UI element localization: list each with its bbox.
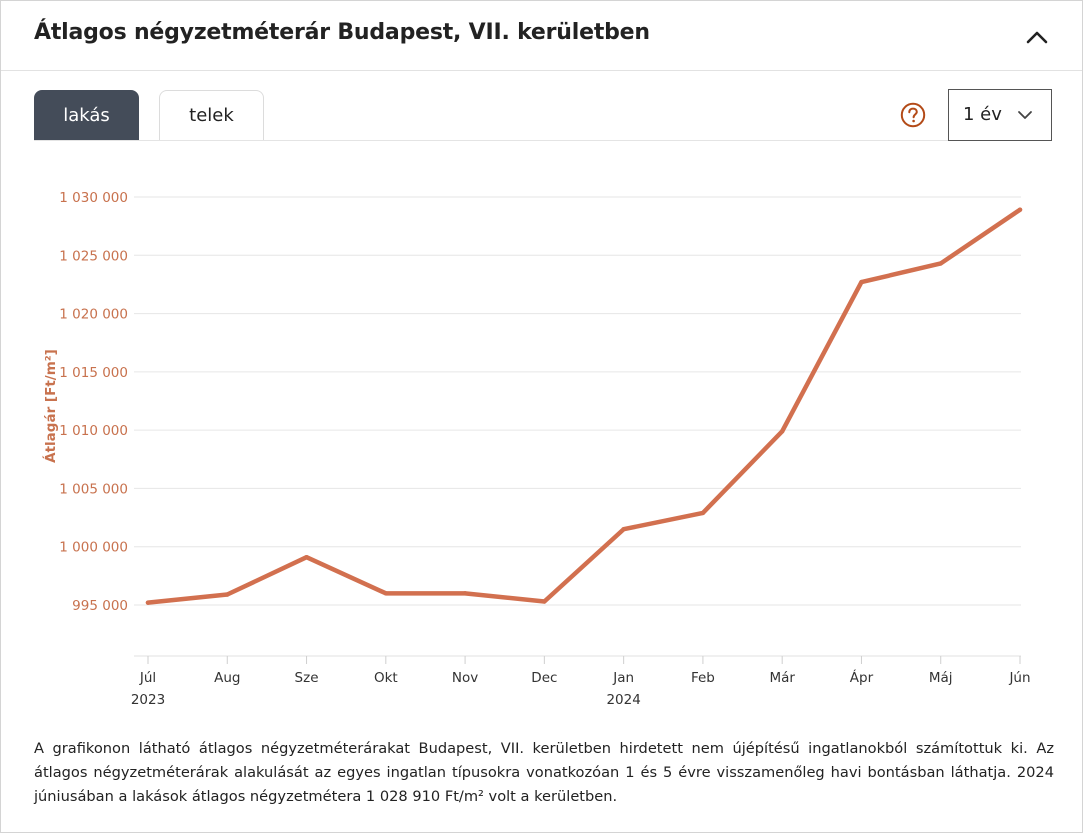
card-title: Átlagos négyzetméterár Budapest, VII. ke… <box>34 20 650 45</box>
y-tick-label: 1 025 000 <box>59 248 128 264</box>
x-tick-label: Jan <box>612 670 634 686</box>
y-tick-label: 1 015 000 <box>59 365 128 381</box>
chevron-down-icon <box>1018 111 1032 119</box>
x-tick-label: Júl <box>139 670 156 686</box>
data-point <box>462 591 468 596</box>
y-tick-label: 1 030 000 <box>59 190 128 206</box>
header-divider <box>1 70 1082 71</box>
y-axis-title: Átlagár [Ft/m²] <box>42 349 59 463</box>
y-tick-label: 1 020 000 <box>59 307 128 323</box>
data-point <box>304 555 309 560</box>
data-point <box>621 527 626 532</box>
x-year-label: 2024 <box>606 692 640 708</box>
chart-description: A grafikonon látható átlagos négyzetméte… <box>34 740 1054 805</box>
period-select[interactable]: 1 év <box>948 89 1052 141</box>
x-year-label: 2023 <box>131 692 165 708</box>
tab-lakas[interactable]: lakás <box>34 90 139 140</box>
data-point <box>779 429 785 434</box>
x-tick-label: Máj <box>929 670 953 686</box>
period-select-value: 1 év <box>963 104 1002 125</box>
data-point <box>383 591 389 596</box>
tabs-divider <box>34 140 1021 141</box>
x-tick-label: Okt <box>374 670 398 686</box>
y-tick-label: 1 005 000 <box>59 481 128 497</box>
chevron-up-icon <box>1026 31 1048 44</box>
y-tick-label: 1 010 000 <box>59 423 128 439</box>
series-line <box>145 207 1023 605</box>
x-tick-label: Sze <box>295 670 319 686</box>
x-tick-label: Ápr <box>850 669 874 686</box>
tab-telek[interactable]: telek <box>159 90 264 140</box>
question-circle-icon <box>900 102 926 128</box>
x-tick-label: Nov <box>452 670 478 686</box>
data-point <box>225 592 230 597</box>
x-tick-label: Már <box>769 670 795 686</box>
collapse-button[interactable] <box>1023 23 1051 51</box>
x-tick-label: Feb <box>691 670 715 686</box>
data-point <box>859 279 864 285</box>
data-point <box>700 510 706 516</box>
line-chart: 995 000 1 000 000 1 005 000 1 010 000 1 015 … <box>42 190 1031 708</box>
y-tick-label: 1 000 000 <box>59 540 128 556</box>
help-button[interactable] <box>900 102 926 128</box>
x-tick-label: Aug <box>214 670 240 686</box>
x-tick-label: Jún <box>1008 670 1030 686</box>
y-tick-label: 995 000 <box>72 598 128 614</box>
data-point <box>1017 207 1023 212</box>
data-point <box>938 261 943 266</box>
x-tick-label: Dec <box>531 670 557 686</box>
data-point <box>542 599 547 604</box>
data-point <box>145 600 151 605</box>
